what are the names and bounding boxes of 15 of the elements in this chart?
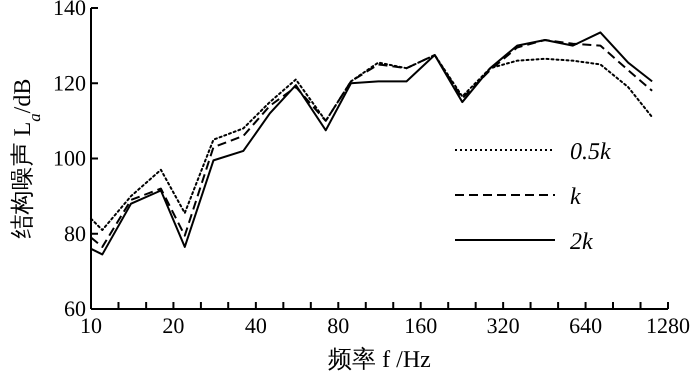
x-tick-label: 160 [404, 313, 438, 338]
x-tick-label: 80 [327, 313, 350, 338]
y-tick-label: 120 [53, 70, 86, 96]
legend-label: 0.5k [570, 139, 611, 165]
x-tick-label: 1280 [646, 313, 690, 338]
x-tick-label: 640 [569, 313, 602, 338]
x-tick-label: 40 [244, 313, 267, 338]
x-tick-label: 20 [162, 313, 184, 338]
y-tick-label: 140 [53, 0, 86, 20]
y-tick-label: 100 [53, 146, 86, 170]
y-tick-label: 80 [64, 220, 86, 246]
legend-label: k [570, 184, 581, 210]
legend-label: 2k [570, 229, 593, 255]
x-axis-title: 频率 f /Hz [328, 346, 431, 373]
x-tick-label: 320 [486, 313, 520, 338]
